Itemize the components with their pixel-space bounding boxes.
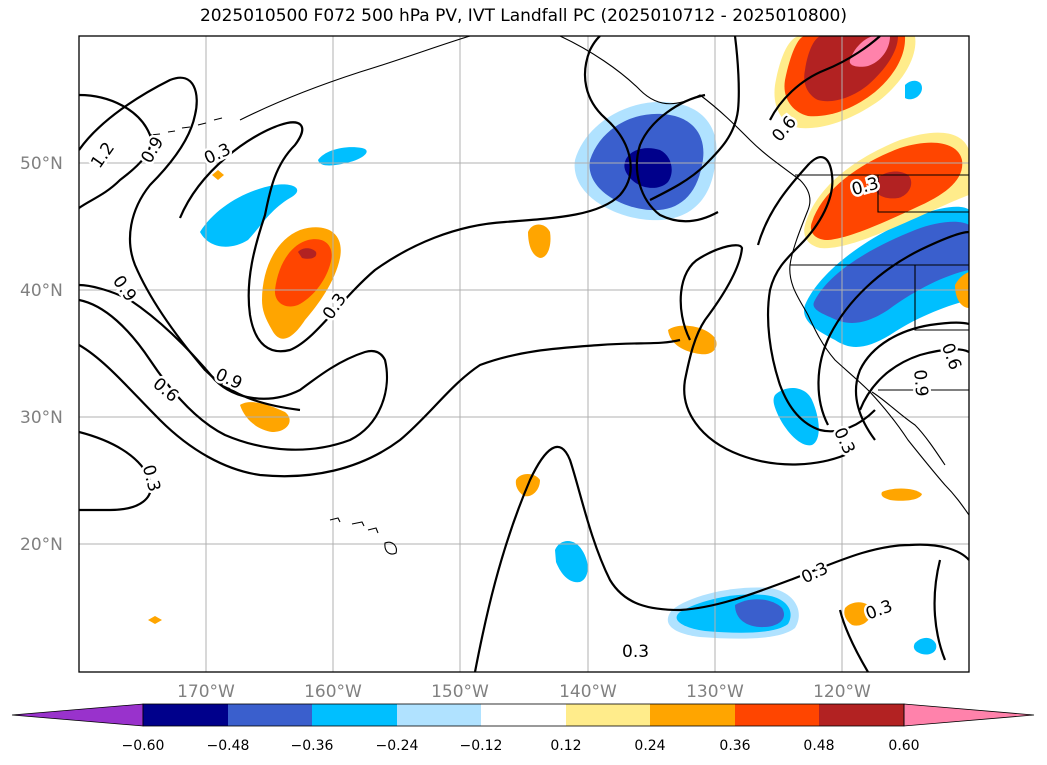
contour-0-6-southwest: [79, 338, 681, 478]
colorbar-segment: [735, 704, 819, 726]
state-borders: [790, 174, 969, 391]
negative-anomaly-west-coast-core: [813, 221, 969, 323]
filled-anomalies: [148, 36, 969, 655]
colorbar-tick-label: 0.24: [634, 738, 665, 754]
contour-label: 0.9: [909, 369, 931, 398]
positive-anomaly-small-8: [212, 170, 224, 180]
colorbar-tick-label: 0.36: [719, 738, 750, 754]
aleutian-islands: [149, 117, 223, 136]
positive-anomaly-small-2: [668, 325, 717, 355]
positive-anomaly-central-pacific-peak: [298, 248, 317, 259]
lon-label: 150°W: [431, 682, 489, 702]
contour-0-9-upper: [79, 76, 301, 412]
colorbar-border: [142, 703, 905, 727]
hawaii-islands: [329, 517, 397, 555]
colorbar-tick-label: −0.36: [291, 738, 334, 754]
negative-anomaly-west-pacific-small: [318, 147, 367, 166]
lat-label: 50°N: [20, 154, 63, 174]
negative-anomaly-subtropical-center: [735, 599, 785, 628]
positive-anomaly-small-1: [528, 224, 551, 258]
colorbar: −0.60 −0.48 −0.36 −0.24 −0.12 0.12 0.24 …: [11, 703, 1035, 754]
map-panel: 1.2 0.9 0.3 0.9 0.3 0.6 0.9 0.3 0.6 0.3 …: [78, 35, 970, 673]
positive-anomaly-small-5: [844, 602, 872, 626]
colorbar-tick-label: −0.24: [376, 738, 419, 754]
map-frame-border: [78, 35, 970, 673]
colorbar-tick-label: −0.12: [460, 738, 503, 754]
colorbar-tick-label: −0.60: [122, 738, 165, 754]
negative-anomaly-west-pacific: [200, 184, 298, 247]
longitude-labels: 170°W 160°W 150°W 140°W 130°W 120°W: [177, 682, 871, 702]
colorbar-tick-label: 0.60: [888, 738, 919, 754]
positive-anomaly-northwest-max: [849, 36, 890, 67]
lon-label: 140°W: [559, 682, 617, 702]
west-coast-coastline: [789, 209, 969, 516]
contour-0-9-east: [817, 230, 969, 426]
contour-0-3-east: [679, 244, 846, 466]
negative-anomaly-canada: [905, 80, 922, 100]
lon-label: 170°W: [177, 682, 235, 702]
colorbar-extend-min: [11, 703, 144, 727]
lon-label: 160°W: [304, 682, 362, 702]
colorbar-tick-label: 0.48: [803, 738, 834, 754]
colorbar-extend-max: [903, 703, 1035, 727]
lat-label: 40°N: [20, 281, 63, 301]
lon-label: 130°W: [686, 682, 744, 702]
alaska-coastline: [239, 36, 811, 211]
positive-anomaly-small-4: [881, 488, 922, 501]
contour-1-2-nw: [79, 93, 153, 209]
contour-0-6-southern-cali: [855, 321, 969, 441]
graticule: [79, 36, 969, 672]
contour-0-3-southeast: [838, 559, 947, 672]
contour-0-9-gulf: [635, 93, 719, 223]
lat-label: 20°N: [20, 535, 63, 555]
negative-anomaly-far-east: [913, 637, 937, 655]
colorbar-segment: [566, 704, 650, 726]
negative-anomaly-hawaii: [555, 541, 588, 583]
contour-0-6-west: [79, 283, 389, 451]
contour-label: 0.3: [622, 642, 649, 662]
colorbar-segment: [228, 704, 312, 726]
contour-0-9-southern-cali: [858, 348, 969, 411]
lat-label: 30°N: [20, 408, 63, 428]
colorbar-segment: [650, 704, 735, 726]
contour-0-3-trough: [473, 445, 969, 672]
colorbar-segment: [819, 704, 904, 726]
positive-anomaly-interior-west-peak: [874, 171, 912, 199]
lon-label: 120°W: [813, 682, 871, 702]
colorbar-segment: [312, 704, 397, 726]
coastlines: [149, 36, 969, 555]
colorbar-segment: [397, 704, 481, 726]
contour-0-3-central: [178, 36, 632, 353]
colorbar-segment: [143, 704, 228, 726]
pv-contours: [79, 36, 969, 672]
positive-anomaly-small-7: [148, 616, 162, 624]
contour-0-3-south: [79, 430, 153, 512]
contour-0-6-northwest: [649, 36, 881, 201]
colorbar-tick-label: −0.48: [207, 738, 250, 754]
colorbar-segment: [481, 704, 566, 726]
latitude-labels: 20°N 30°N 40°N 50°N: [20, 154, 63, 555]
baja-coastline: [871, 391, 946, 466]
map-title: 2025010500 F072 500 hPa PV, IVT Landfall…: [199, 6, 847, 26]
colorbar-tick-label: 0.12: [550, 738, 581, 754]
contour-0-6-east: [756, 156, 876, 433]
